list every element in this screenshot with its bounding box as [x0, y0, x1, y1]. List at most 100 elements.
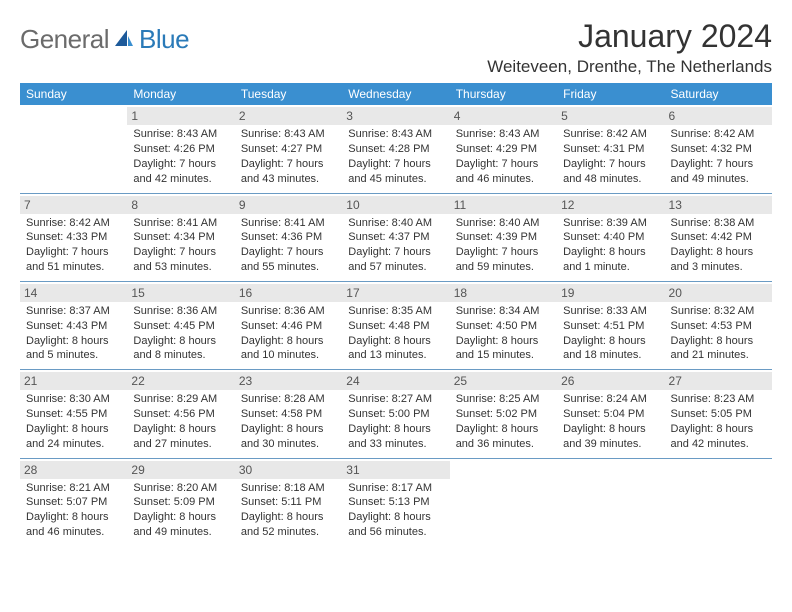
day-details: Sunrise: 8:40 AMSunset: 4:37 PMDaylight:… — [348, 216, 443, 275]
daylight-text: Daylight: 8 hours and 21 minutes. — [671, 334, 766, 364]
day-details: Sunrise: 8:41 AMSunset: 4:34 PMDaylight:… — [133, 216, 228, 275]
daylight-text: Daylight: 8 hours and 1 minute. — [563, 245, 658, 275]
daylight-text: Daylight: 7 hours and 51 minutes. — [26, 245, 121, 275]
daylight-text: Daylight: 7 hours and 53 minutes. — [133, 245, 228, 275]
day-number: 7 — [20, 196, 127, 214]
daylight-text: Daylight: 8 hours and 15 minutes. — [456, 334, 551, 364]
sunrise-text: Sunrise: 8:41 AM — [133, 216, 228, 231]
day-number: 22 — [127, 372, 234, 390]
day-details: Sunrise: 8:42 AMSunset: 4:33 PMDaylight:… — [26, 216, 121, 275]
month-title: January 2024 — [487, 18, 772, 55]
daylight-text: Daylight: 7 hours and 48 minutes. — [563, 157, 658, 187]
sunset-text: Sunset: 4:53 PM — [671, 319, 766, 334]
day-number: 27 — [665, 372, 772, 390]
sunrise-text: Sunrise: 8:43 AM — [241, 127, 336, 142]
day-details: Sunrise: 8:41 AMSunset: 4:36 PMDaylight:… — [241, 216, 336, 275]
day-number: 25 — [450, 372, 557, 390]
day-number: 16 — [235, 284, 342, 302]
day-number: 9 — [235, 196, 342, 214]
day-details: Sunrise: 8:17 AMSunset: 5:13 PMDaylight:… — [348, 481, 443, 540]
sunrise-text: Sunrise: 8:27 AM — [348, 392, 443, 407]
calendar-day-cell: 1Sunrise: 8:43 AMSunset: 4:26 PMDaylight… — [127, 105, 234, 193]
logo-sail-icon — [113, 28, 135, 55]
sunset-text: Sunset: 4:40 PM — [563, 230, 658, 245]
sunset-text: Sunset: 5:09 PM — [133, 495, 228, 510]
day-number: 24 — [342, 372, 449, 390]
day-details: Sunrise: 8:40 AMSunset: 4:39 PMDaylight:… — [456, 216, 551, 275]
sunset-text: Sunset: 4:29 PM — [456, 142, 551, 157]
sunset-text: Sunset: 4:48 PM — [348, 319, 443, 334]
calendar-day-cell: 8 Sunrise: 8:41 AMSunset: 4:34 PMDaylight… — [127, 193, 234, 281]
calendar-day-cell: 25 Sunrise: 8:25 AMSunset: 5:02 PMDayligh… — [450, 370, 557, 458]
day-details: Sunrise: 8:25 AMSunset: 5:02 PMDaylight:… — [456, 392, 551, 451]
calendar-day-cell: 20 Sunrise: 8:32 AMSunset: 4:53 PMDayligh… — [665, 281, 772, 369]
daylight-text: Daylight: 7 hours and 59 minutes. — [456, 245, 551, 275]
daylight-text: Daylight: 7 hours and 43 minutes. — [241, 157, 336, 187]
sunrise-text: Sunrise: 8:36 AM — [133, 304, 228, 319]
day-number: 13 — [665, 196, 772, 214]
day-number: 29 — [127, 461, 234, 479]
sunrise-text: Sunrise: 8:20 AM — [133, 481, 228, 496]
sunrise-text: Sunrise: 8:43 AM — [348, 127, 443, 142]
daylight-text: Daylight: 8 hours and 36 minutes. — [456, 422, 551, 452]
day-number: 20 — [665, 284, 772, 302]
sunset-text: Sunset: 5:13 PM — [348, 495, 443, 510]
day-number: 28 — [20, 461, 127, 479]
calendar-table: Sunday Monday Tuesday Wednesday Thursday… — [20, 83, 772, 546]
calendar-week-row: 28 Sunrise: 8:21 AMSunset: 5:07 PMDayligh… — [20, 458, 772, 546]
day-number: 30 — [235, 461, 342, 479]
sunrise-text: Sunrise: 8:43 AM — [133, 127, 228, 142]
sunset-text: Sunset: 4:26 PM — [133, 142, 228, 157]
location-text: Weiteveen, Drenthe, The Netherlands — [487, 57, 772, 77]
calendar-day-cell: 2 Sunrise: 8:43 AMSunset: 4:27 PMDaylight… — [235, 105, 342, 193]
weekday-header: Sunday — [20, 83, 127, 105]
sunrise-text: Sunrise: 8:32 AM — [671, 304, 766, 319]
sunset-text: Sunset: 4:27 PM — [241, 142, 336, 157]
calendar-day-cell: 18Sunrise: 8:34 AMSunset: 4:50 PMDayligh… — [450, 281, 557, 369]
calendar-day-cell: 29 Sunrise: 8:20 AMSunset: 5:09 PMDayligh… — [127, 458, 234, 546]
daylight-text: Daylight: 8 hours and 30 minutes. — [241, 422, 336, 452]
calendar-day-cell: 13Sunrise: 8:38 AMSunset: 4:42 PMDayligh… — [665, 193, 772, 281]
sunset-text: Sunset: 5:05 PM — [671, 407, 766, 422]
daylight-text: Daylight: 8 hours and 8 minutes. — [133, 334, 228, 364]
sunrise-text: Sunrise: 8:40 AM — [456, 216, 551, 231]
sunrise-text: Sunrise: 8:36 AM — [241, 304, 336, 319]
sunset-text: Sunset: 5:00 PM — [348, 407, 443, 422]
sunset-text: Sunset: 4:51 PM — [563, 319, 658, 334]
sunrise-text: Sunrise: 8:38 AM — [671, 216, 766, 231]
calendar-day-cell: 22Sunrise: 8:29 AMSunset: 4:56 PMDayligh… — [127, 370, 234, 458]
calendar-week-row: 21Sunrise: 8:30 AMSunset: 4:55 PMDayligh… — [20, 370, 772, 458]
calendar-day-cell: 12Sunrise: 8:39 AMSunset: 4:40 PMDayligh… — [557, 193, 664, 281]
calendar-day-cell: 24Sunrise: 8:27 AMSunset: 5:00 PMDayligh… — [342, 370, 449, 458]
day-details: Sunrise: 8:30 AMSunset: 4:55 PMDaylight:… — [26, 392, 121, 451]
logo-text-general: General — [20, 24, 109, 55]
day-number: 11 — [450, 196, 557, 214]
day-details: Sunrise: 8:36 AMSunset: 4:45 PMDaylight:… — [133, 304, 228, 363]
calendar-day-cell: 31Sunrise: 8:17 AMSunset: 5:13 PMDayligh… — [342, 458, 449, 546]
day-number: 8 — [127, 196, 234, 214]
day-details: Sunrise: 8:33 AMSunset: 4:51 PMDaylight:… — [563, 304, 658, 363]
calendar-day-cell: 26Sunrise: 8:24 AMSunset: 5:04 PMDayligh… — [557, 370, 664, 458]
sunrise-text: Sunrise: 8:42 AM — [563, 127, 658, 142]
daylight-text: Daylight: 8 hours and 52 minutes. — [241, 510, 336, 540]
sunset-text: Sunset: 4:34 PM — [133, 230, 228, 245]
sunset-text: Sunset: 4:32 PM — [671, 142, 766, 157]
day-details: Sunrise: 8:21 AMSunset: 5:07 PMDaylight:… — [26, 481, 121, 540]
daylight-text: Daylight: 7 hours and 45 minutes. — [348, 157, 443, 187]
title-block: January 2024 Weiteveen, Drenthe, The Net… — [487, 18, 772, 77]
sunrise-text: Sunrise: 8:18 AM — [241, 481, 336, 496]
calendar-day-cell: 5Sunrise: 8:42 AMSunset: 4:31 PMDaylight… — [557, 105, 664, 193]
daylight-text: Daylight: 7 hours and 55 minutes. — [241, 245, 336, 275]
weekday-header: Wednesday — [342, 83, 449, 105]
day-number: 2 — [235, 107, 342, 125]
day-number: 12 — [557, 196, 664, 214]
day-number: 10 — [342, 196, 449, 214]
daylight-text: Daylight: 8 hours and 42 minutes. — [671, 422, 766, 452]
sunset-text: Sunset: 4:58 PM — [241, 407, 336, 422]
sunrise-text: Sunrise: 8:21 AM — [26, 481, 121, 496]
day-number: 6 — [665, 107, 772, 125]
daylight-text: Daylight: 8 hours and 49 minutes. — [133, 510, 228, 540]
day-number: 5 — [557, 107, 664, 125]
calendar-day-cell: 28 Sunrise: 8:21 AMSunset: 5:07 PMDayligh… — [20, 458, 127, 546]
calendar-day-cell: 4Sunrise: 8:43 AMSunset: 4:29 PMDaylight… — [450, 105, 557, 193]
